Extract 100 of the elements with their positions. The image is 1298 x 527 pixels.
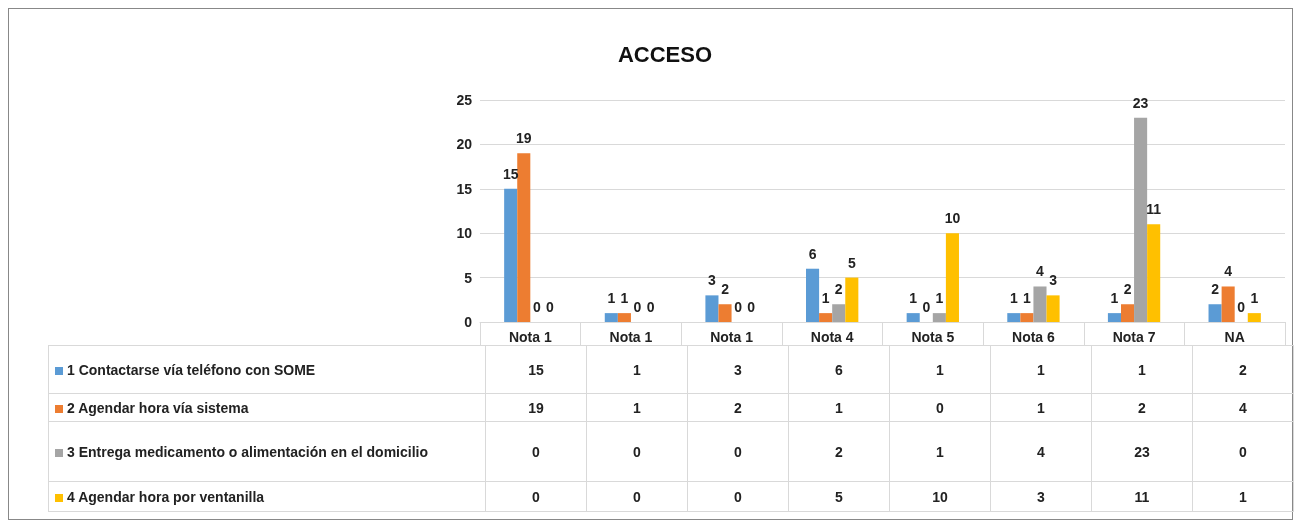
data-label: 1 <box>586 345 688 394</box>
x-tick-label: Nota 1 <box>508 329 552 345</box>
data-label: 1 <box>1091 345 1193 394</box>
bar <box>819 313 833 322</box>
data-label: 1 <box>990 345 1092 394</box>
x-tick-label: NA <box>1224 329 1245 345</box>
data-label: 2 <box>1091 393 1193 422</box>
y-tick-label: 0 <box>464 314 473 330</box>
data-label: 0 <box>687 481 789 512</box>
data-label: 6 <box>788 345 890 394</box>
data-label: 2 <box>1192 345 1294 394</box>
bar <box>718 304 732 322</box>
bar <box>705 295 719 322</box>
text: 2 <box>1123 281 1132 298</box>
legend-label: 2 Agendar hora vía sistema <box>48 393 486 422</box>
text: 1 <box>1110 290 1119 307</box>
data-label: 4 <box>1192 393 1294 422</box>
data-label: 2 <box>687 393 789 422</box>
bar <box>1221 286 1235 322</box>
text: 5 <box>847 254 856 271</box>
text: 0 <box>922 299 931 315</box>
text: 1 <box>607 290 616 307</box>
data-label: 0 <box>889 393 991 422</box>
text: 4 <box>1036 263 1044 280</box>
bar <box>832 304 846 322</box>
text: 1 <box>909 290 918 307</box>
bar <box>617 313 631 322</box>
data-label: 3 <box>990 481 1092 512</box>
bar <box>945 233 959 322</box>
data-label: 1 <box>990 393 1092 422</box>
text: 3 <box>1049 272 1057 289</box>
bar <box>1007 313 1021 322</box>
text: 0 <box>646 299 655 315</box>
bar <box>517 153 531 322</box>
data-label: 0 <box>687 421 789 482</box>
data-label: 23 <box>1091 421 1193 482</box>
bar <box>1134 117 1148 322</box>
chart-title: ACCESO <box>617 41 713 67</box>
legend-label: 3 Entrega medicamento o alimentación en el domicilio <box>48 421 486 482</box>
bar <box>1046 295 1060 322</box>
data-label: 1 <box>586 393 688 422</box>
text: 1 <box>821 290 830 307</box>
bar <box>1033 286 1047 322</box>
bar <box>604 313 618 322</box>
bar <box>1120 304 1135 322</box>
data-label: 0 <box>586 481 688 512</box>
y-tick-label: 20 <box>456 136 473 153</box>
text: 2 <box>1211 281 1219 298</box>
bar <box>1147 224 1161 322</box>
legend-label: 4 Agendar hora por ventanilla <box>48 481 486 512</box>
data-label: 1 <box>889 345 991 394</box>
text: 0 <box>546 299 554 315</box>
x-tick-label: Nota 6 <box>1012 329 1056 345</box>
data-label: 1 <box>788 393 890 422</box>
text: 2 <box>834 281 843 298</box>
data-label: 1 <box>1192 481 1294 512</box>
y-tick-label: 25 <box>456 92 473 108</box>
data-label: 11 <box>1091 481 1193 512</box>
x-tick-label: Nota 1 <box>609 329 653 345</box>
data-label: 3 <box>687 345 789 394</box>
text: 0 <box>532 299 541 315</box>
y-tick-label: 10 <box>456 225 473 242</box>
text: 1 <box>620 290 629 307</box>
bar <box>1208 304 1222 322</box>
text: 0 <box>1237 299 1246 315</box>
text: 23 <box>1132 94 1149 111</box>
data-label: 1 <box>889 421 991 482</box>
text: 1 <box>1250 290 1259 307</box>
text: 0 <box>747 299 756 315</box>
data-label: 0 <box>485 481 587 512</box>
text: 1 <box>1023 290 1031 307</box>
bar <box>1107 313 1121 322</box>
bar <box>504 188 518 322</box>
data-label: 19 <box>485 393 587 422</box>
x-tick-label: Nota 7 <box>1112 329 1156 345</box>
text: 10 <box>944 210 961 227</box>
text: 19 <box>515 130 532 147</box>
data-label: 0 <box>1192 421 1294 482</box>
data-label: 5 <box>788 481 890 512</box>
data-label: 4 <box>990 421 1092 482</box>
text: 1 <box>1009 290 1018 307</box>
bar <box>1020 313 1034 322</box>
text: 4 <box>1224 263 1233 280</box>
x-tick-label: Nota 1 <box>710 329 754 345</box>
x-tick-label: Nota 5 <box>911 329 955 345</box>
x-tick-label: Nota 4 <box>810 329 854 345</box>
bar <box>806 268 820 322</box>
data-label: 2 <box>788 421 890 482</box>
y-tick-label: 15 <box>456 180 473 197</box>
text: 1 <box>935 290 944 307</box>
y-tick-label: 5 <box>464 269 473 286</box>
data-label: 10 <box>889 481 991 512</box>
bar <box>845 277 859 322</box>
bar <box>906 313 920 322</box>
text: 11 <box>1146 201 1162 218</box>
text: 3 <box>708 272 716 289</box>
text: 6 <box>808 245 817 262</box>
text: 2 <box>721 281 729 298</box>
data-label: 0 <box>586 421 688 482</box>
legend-label: 1 Contactarse vía teléfono con SOME <box>48 345 486 394</box>
